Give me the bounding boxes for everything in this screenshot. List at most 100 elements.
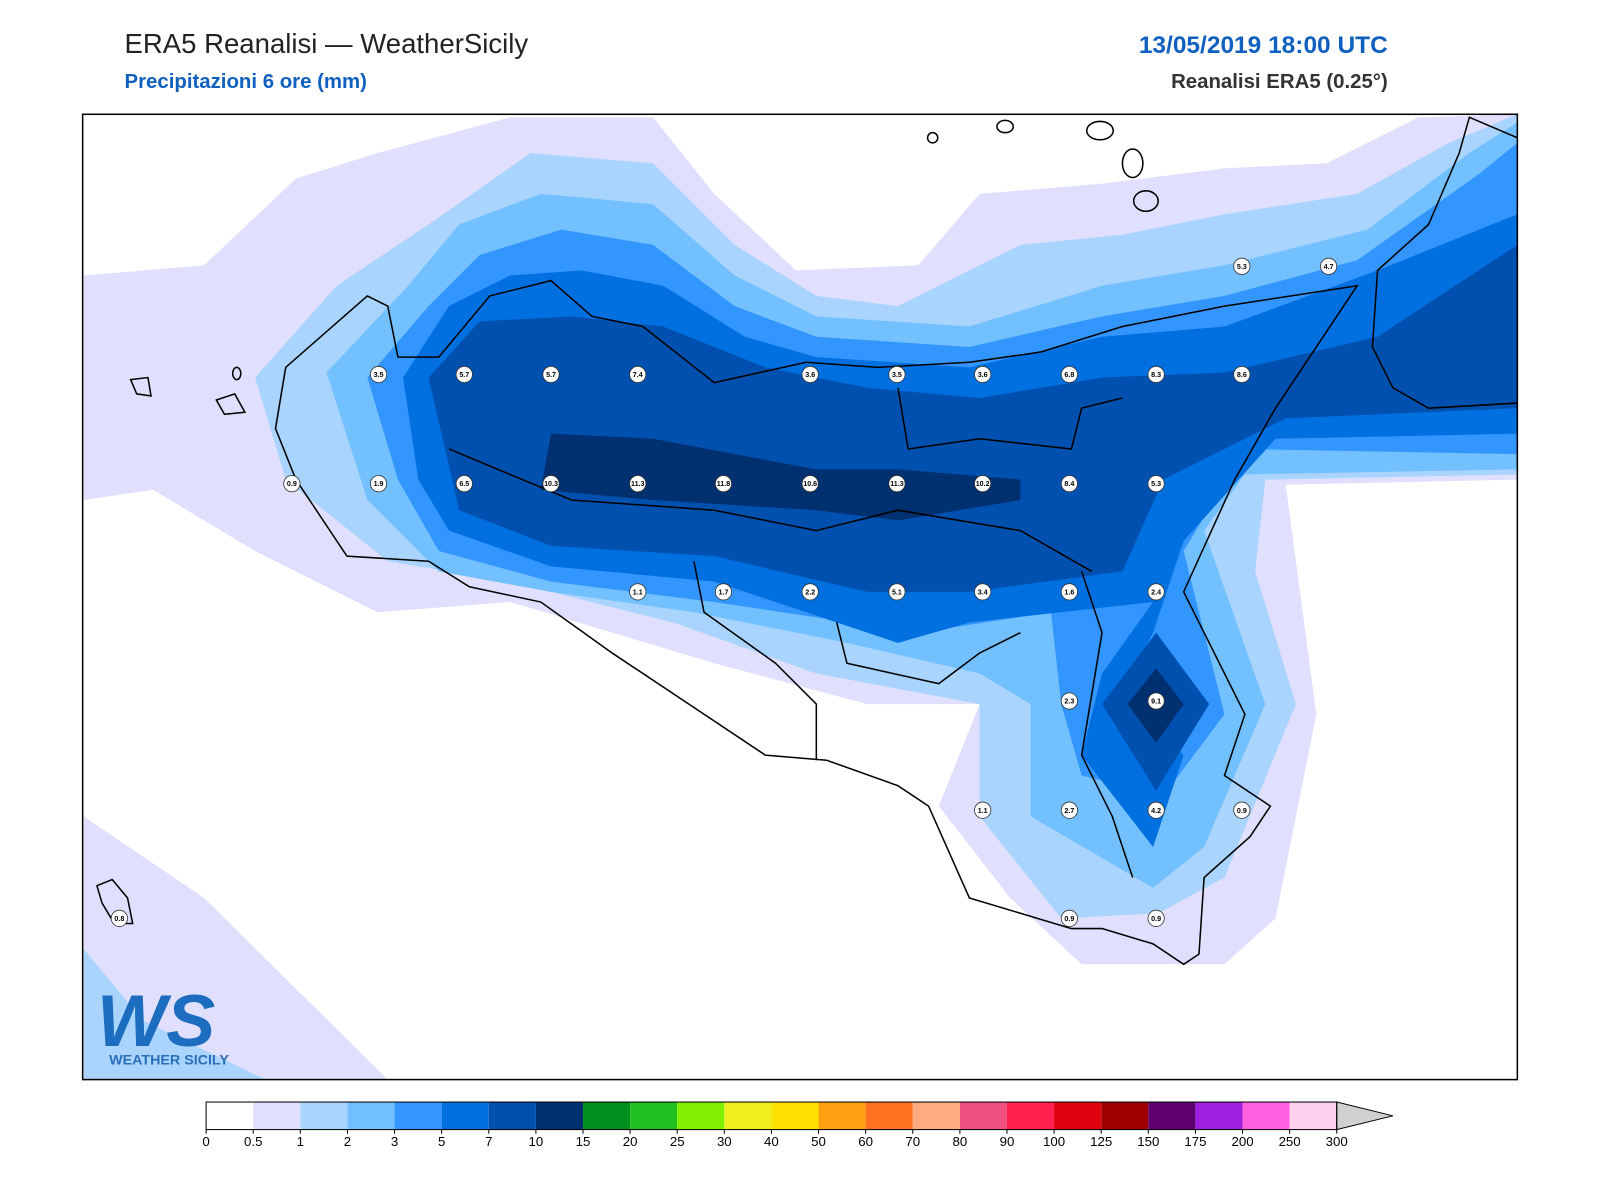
- colorbar-segment: [1289, 1102, 1337, 1130]
- station-value: 1.7: [719, 588, 729, 596]
- station-value: 9.1: [1151, 698, 1161, 706]
- colorbar-segment: [535, 1102, 583, 1130]
- logo: WS WEATHER SICILY: [97, 979, 229, 1068]
- station-marker: [629, 475, 647, 493]
- station-marker: [1233, 365, 1251, 384]
- station-marker: [888, 475, 906, 493]
- station-value: 0.9: [1151, 915, 1161, 923]
- station-marker: [110, 909, 128, 927]
- station-marker: [714, 583, 733, 601]
- station-value: 5.3: [1151, 480, 1161, 488]
- station-value: 4.7: [1324, 263, 1334, 271]
- colorbar-segment: [1101, 1102, 1149, 1130]
- colorbar-segment: [300, 1102, 348, 1130]
- colorbar-segment: [1054, 1102, 1102, 1130]
- colorbar-segment: [818, 1102, 866, 1130]
- station-marker: [370, 475, 388, 493]
- station-value: 10.3: [544, 480, 558, 488]
- colorbar-segment: [771, 1102, 819, 1130]
- station-marker: [1060, 583, 1078, 601]
- colorbar-tick-label: 90: [1000, 1134, 1015, 1149]
- station-value: 3.5: [892, 371, 902, 379]
- station-value: 5.3: [1237, 263, 1247, 271]
- colorbar-tick-label: 100: [1043, 1134, 1065, 1149]
- precip-contour: [540, 433, 1021, 521]
- station-value: 2.3: [1064, 698, 1074, 706]
- colorbar-tick-label: 30: [717, 1134, 732, 1149]
- station-value: 11.3: [890, 480, 904, 488]
- station-value: 1.1: [633, 588, 643, 596]
- station-value: 0.8: [114, 915, 124, 923]
- station-marker: [370, 365, 388, 384]
- colorbar-segment: [253, 1102, 301, 1130]
- colorbar-segment: [1195, 1102, 1243, 1130]
- station-marker: [629, 365, 647, 384]
- station-marker: [1320, 257, 1338, 275]
- station-value: 1.9: [374, 480, 384, 488]
- colorbar-segment: [1148, 1102, 1196, 1130]
- station-marker: [629, 583, 647, 601]
- station-value: 0.9: [1237, 807, 1247, 815]
- colorbar-tick-label: 0.5: [244, 1134, 262, 1149]
- contours: [83, 114, 1518, 1080]
- station-marker: [1060, 692, 1078, 710]
- logo-text: WEATHER SICILY: [109, 1052, 229, 1068]
- station-value: 8.4: [1064, 480, 1074, 488]
- title: ERA5 Reanalisi — WeatherSicily: [124, 28, 528, 59]
- colorbar-segment: [394, 1102, 442, 1130]
- logo-mark: WS: [97, 979, 215, 1062]
- colorbar-segment: [441, 1102, 489, 1130]
- station-marker: [974, 475, 992, 493]
- colorbar-tick-label: 5: [438, 1134, 445, 1149]
- station-marker: [542, 365, 560, 384]
- station-marker: [714, 475, 733, 493]
- station-value: 5.7: [546, 371, 556, 379]
- station-marker: [801, 365, 819, 384]
- colorbar-segment: [630, 1102, 678, 1130]
- colorbar-tick-label: 250: [1279, 1134, 1301, 1149]
- station-value: 3.5: [374, 371, 384, 379]
- station-value: 3.4: [978, 588, 988, 596]
- station-value: 2.2: [805, 588, 815, 596]
- station-marker: [455, 475, 473, 493]
- station-value: 10.6: [803, 480, 817, 488]
- station-marker: [1147, 475, 1165, 493]
- colorbar-tick-label: 175: [1184, 1134, 1206, 1149]
- station-marker: [1060, 475, 1078, 493]
- station-marker: [1147, 692, 1165, 710]
- colorbar-segment: [206, 1102, 254, 1130]
- precip-contour: [83, 948, 266, 1080]
- colorbar-segment: [677, 1102, 725, 1130]
- colorbar-segment: [582, 1102, 631, 1130]
- colorbar-extend: [1336, 1101, 1393, 1131]
- station-value: 8.6: [1237, 371, 1247, 379]
- source: Reanalisi ERA5 (0.25°): [1171, 71, 1388, 93]
- colorbar-tick-label: 70: [905, 1134, 920, 1149]
- colorbar-tick-label: 1: [297, 1134, 304, 1149]
- coastline: [96, 116, 1518, 966]
- precip-contour: [428, 244, 1518, 592]
- colorbar-tick-label: 60: [858, 1134, 873, 1149]
- station-marker: [1060, 909, 1078, 927]
- station-marker: [1147, 365, 1165, 384]
- colorbar-segment: [865, 1102, 913, 1130]
- colorbar-segment: [912, 1102, 960, 1130]
- station-marker: [1060, 801, 1078, 819]
- station-value: 6.5: [459, 480, 469, 488]
- map-frame: [81, 113, 1519, 1081]
- station-value: 11.8: [717, 480, 731, 488]
- station-marker: [888, 583, 906, 601]
- station-marker: [1233, 801, 1251, 819]
- station-marker: [1147, 909, 1165, 927]
- station-value: 2.7: [1064, 807, 1074, 815]
- colorbar-tick-label: 0: [202, 1134, 209, 1149]
- station-value: 5.1: [892, 588, 902, 596]
- colorbar-tick-label: 300: [1326, 1134, 1348, 1149]
- stations: 3.5 5.7 5.7 7.4 3.6 3.5 3.6 6.8 8.3 8.6 5.3 4.7 0.9 1…: [110, 257, 1338, 927]
- station-marker: [974, 365, 992, 384]
- colorbar-tick-label: 7: [485, 1134, 492, 1149]
- station-marker: [542, 475, 560, 493]
- station-value: 0.9: [1064, 915, 1074, 923]
- station-marker: [1147, 583, 1165, 601]
